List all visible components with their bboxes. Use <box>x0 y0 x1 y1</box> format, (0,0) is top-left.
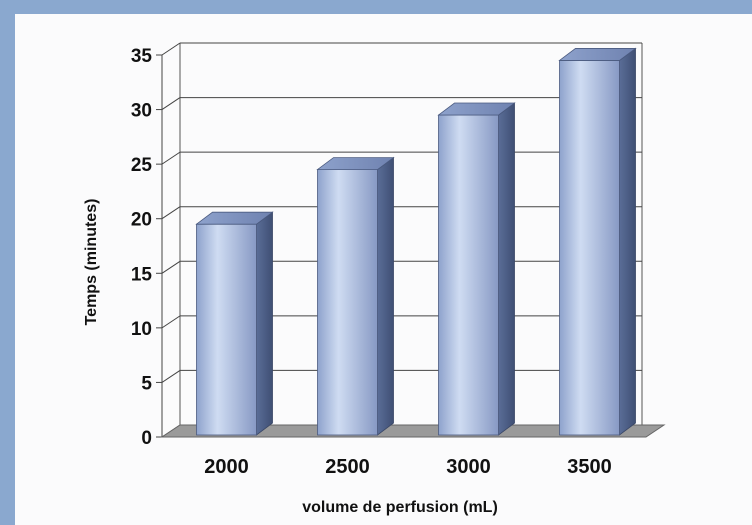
bar-top <box>437 102 516 116</box>
y-tick-label: 15 <box>131 264 153 285</box>
y-axis-ticks: 0 5 10 15 20 25 30 35 <box>131 46 153 449</box>
x-tick-label: 2000 <box>204 456 249 478</box>
bar <box>316 156 395 436</box>
y-tick-label: 35 <box>131 46 153 67</box>
bar-front <box>559 60 620 436</box>
bar-front <box>317 169 378 436</box>
bar-top <box>195 211 274 225</box>
y-tick-label: 5 <box>141 373 152 394</box>
bar-side <box>256 211 273 436</box>
x-tick-label: 3500 <box>567 456 612 478</box>
bar-side <box>498 102 515 436</box>
x-axis-title: volume de perfusion (mL) <box>302 499 498 516</box>
side-wall-line <box>161 315 181 329</box>
bar-front <box>438 114 499 436</box>
x-tick-label: 2500 <box>325 456 370 478</box>
side-wall-line <box>161 370 181 383</box>
y-tick-label: 0 <box>141 428 152 449</box>
y-tick-label: 30 <box>131 101 152 122</box>
x-tick-label: 3000 <box>446 456 491 478</box>
bar-top <box>316 157 395 171</box>
bar <box>437 102 516 436</box>
y-tick-label: 10 <box>131 319 152 340</box>
y-tick-label: 20 <box>131 210 152 231</box>
y-tick-label: 25 <box>131 155 153 176</box>
bar-side <box>377 156 394 436</box>
y-axis-title: Temps (minutes) <box>83 199 100 326</box>
bars <box>195 47 637 436</box>
side-wall-line <box>161 42 181 56</box>
side-wall-line <box>161 206 181 220</box>
side-wall-line <box>161 151 181 165</box>
side-wall-line <box>161 97 181 110</box>
bar-front <box>196 223 257 436</box>
bar-side <box>619 47 636 436</box>
bar <box>195 211 274 436</box>
x-axis-ticks: 2000 2500 3000 3500 <box>204 456 612 478</box>
bar <box>558 47 637 436</box>
side-wall-line <box>161 260 181 274</box>
bar-top <box>558 48 637 61</box>
